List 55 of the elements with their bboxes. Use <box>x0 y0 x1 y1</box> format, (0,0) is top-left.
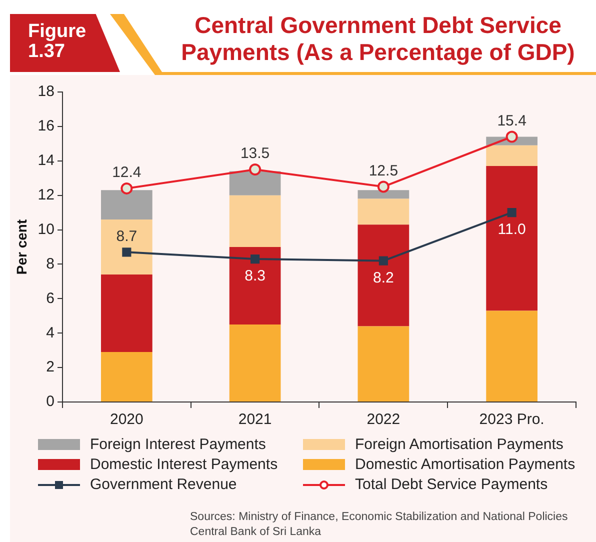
data-label: 12.5 <box>368 162 398 180</box>
y-tick-label: 4 <box>46 324 54 342</box>
legend-label: Domestic Interest Payments <box>90 456 278 473</box>
bar <box>486 310 538 402</box>
point <box>249 164 262 176</box>
point <box>378 256 388 266</box>
data-label: 13.5 <box>240 145 270 162</box>
y-tick-label: 10 <box>38 220 54 238</box>
bar <box>229 171 281 196</box>
y-tick-label: 0 <box>46 393 54 410</box>
point <box>507 208 516 218</box>
bar <box>486 145 538 166</box>
bar <box>101 219 152 275</box>
bar <box>358 198 410 225</box>
x-tick-label: 2020 <box>110 411 144 428</box>
data-label: 11.0 <box>498 221 526 238</box>
bar <box>358 224 410 326</box>
bar <box>229 247 281 324</box>
point <box>120 182 133 194</box>
legend-label: Foreign Interest Payments <box>90 436 266 453</box>
y-tick-label: 18 <box>38 83 54 100</box>
x-tick-label: 2023 Pro. <box>479 411 544 428</box>
y-tick-label: 12 <box>38 186 54 204</box>
bar <box>358 326 410 402</box>
data-label: 12.4 <box>112 164 142 182</box>
y-axis-title: Per cent <box>13 219 30 275</box>
legend-label: Domestic Amortisation Payments <box>355 456 576 473</box>
x-tick-label: 2022 <box>366 411 400 428</box>
bar <box>358 190 410 199</box>
point <box>250 254 260 264</box>
y-tick-label: 14 <box>38 152 54 170</box>
point <box>377 180 390 193</box>
point <box>122 248 132 257</box>
caption: Figure 1.37 <box>10 14 120 72</box>
point <box>506 130 518 143</box>
y-tick-label: 8 <box>46 255 54 272</box>
data-label: 8.3 <box>244 268 266 285</box>
x-tick-label: 2021 <box>238 411 272 428</box>
y-tick-label: 16 <box>38 118 54 135</box>
data-label: 8.7 <box>116 228 138 245</box>
chart-title: Central Government Debt Service Payments (As a Percentage of GDP) <box>180 12 576 66</box>
y-tick-label: 2 <box>46 358 54 376</box>
source-note: Sources: Ministry of Finance, Economic Stabilization and National Policies Central Bank of Sri Lanka <box>190 510 568 540</box>
legend-label: Foreign Amortisation Payments <box>355 436 564 453</box>
bar <box>101 352 152 402</box>
data-label: 15.4 <box>497 112 526 130</box>
bar <box>229 195 281 247</box>
y-tick-label: 6 <box>46 290 54 307</box>
bar <box>486 166 538 311</box>
bar <box>101 274 152 352</box>
bar <box>101 190 152 220</box>
bar <box>229 324 281 402</box>
legend-label: Government Revenue <box>90 476 237 493</box>
legend-label: Total Debt Service Payments <box>355 476 548 493</box>
data-label: 8.2 <box>373 269 394 286</box>
